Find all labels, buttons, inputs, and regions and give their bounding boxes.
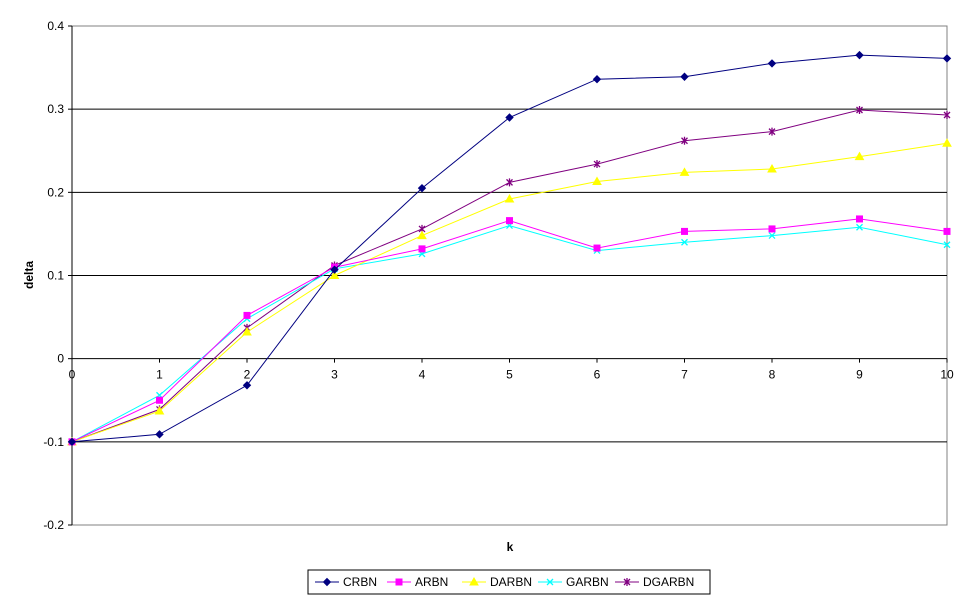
- data-point-crbn: [855, 50, 864, 60]
- data-point-crbn: [242, 381, 252, 390]
- data-point-darbn: [242, 327, 252, 336]
- data-point-dgarbn: [943, 110, 951, 119]
- data-point-darbn: [417, 230, 427, 240]
- data-point-darbn: [942, 138, 952, 147]
- legend-label: DGARBN: [643, 575, 694, 589]
- y-tick-label: 0.1: [47, 269, 64, 283]
- legend-item-darbn: DARBN: [462, 575, 532, 589]
- data-point-crbn: [330, 265, 339, 274]
- data-point-dgarbn: [856, 105, 863, 114]
- data-point-arbn: [768, 225, 776, 233]
- data-point-arbn: [506, 217, 513, 225]
- data-point-crbn: [67, 437, 77, 447]
- legend-marker: [546, 578, 554, 586]
- x-axis-ticks: 0 1 2 3 4 5 6 7 8 9 10: [69, 358, 954, 382]
- x-tick-label: 4: [419, 368, 426, 382]
- data-point-darbn: [329, 270, 340, 279]
- data-point-dgarbn: [593, 160, 601, 169]
- data-point-dgarbn: [681, 136, 688, 145]
- legend-marker: [623, 578, 631, 586]
- legend-item-crbn: CRBN: [315, 575, 377, 589]
- data-point-arbn: [593, 244, 601, 252]
- series-crbn: [67, 50, 952, 447]
- data-point-darbn: [154, 406, 165, 415]
- data-point-arbn: [243, 311, 251, 319]
- legend-label: CRBN: [343, 575, 377, 589]
- x-tick-label: 7: [681, 368, 688, 382]
- legend-item-dgarbn: DGARBN: [615, 575, 694, 589]
- data-point-darbn: [767, 164, 777, 173]
- data-point-crbn: [592, 75, 602, 84]
- legend-label: ARBN: [415, 575, 448, 589]
- data-point-dgarbn: [506, 178, 513, 187]
- legend-label: GARBN: [566, 575, 609, 589]
- data-point-crbn: [942, 54, 952, 63]
- y-axis-title: delta: [22, 261, 36, 289]
- data-point-garbn: [943, 241, 951, 249]
- data-point-garbn: [681, 238, 688, 246]
- y-tick-label: 0.4: [47, 19, 64, 33]
- data-point-dgarbn: [768, 127, 776, 136]
- gridlines: [72, 108, 947, 443]
- legend: CRBN ARBN DARBN GARBN DGARBN: [307, 569, 711, 595]
- x-tick-label: 6: [594, 368, 601, 382]
- data-point-arbn: [156, 396, 163, 404]
- data-point-arbn: [681, 227, 688, 235]
- series-group: [67, 50, 952, 447]
- y-tick-label: 0: [57, 352, 64, 366]
- x-tick-label: 2: [244, 368, 251, 382]
- data-point-garbn: [768, 232, 776, 240]
- legend-marker: [469, 576, 479, 586]
- data-point-crbn: [155, 430, 164, 439]
- data-point-arbn: [856, 215, 863, 223]
- data-point-darbn: [504, 193, 515, 203]
- data-point-garbn: [856, 223, 863, 231]
- data-point-crbn: [417, 183, 427, 193]
- x-tick-label: 3: [331, 368, 338, 382]
- data-point-arbn: [943, 227, 951, 235]
- x-tick-label: 1: [156, 368, 163, 382]
- data-point-crbn: [505, 113, 514, 122]
- y-tick-label: 0.2: [47, 185, 64, 199]
- x-axis-title: k: [507, 540, 514, 554]
- data-point-crbn: [680, 72, 689, 81]
- legend-item-garbn: GARBN: [538, 575, 609, 589]
- x-tick-label: 0: [69, 368, 76, 382]
- legend-marker: [322, 577, 332, 587]
- legend-item-arbn: ARBN: [387, 575, 448, 589]
- data-point-darbn: [679, 167, 690, 176]
- data-point-crbn: [767, 59, 777, 68]
- x-tick-label: 5: [506, 368, 513, 382]
- legend-box: [307, 569, 711, 595]
- y-tick-label: -0.2: [43, 518, 64, 532]
- legend-label: DARBN: [490, 575, 532, 589]
- data-point-arbn: [418, 245, 426, 253]
- y-axis-ticks: -0.2 -0.1 0 0.1 0.2 0.3 0.4: [43, 19, 72, 532]
- x-tick-label: 8: [769, 368, 776, 382]
- legend-marker: [395, 578, 403, 586]
- x-tick-label: 9: [856, 368, 863, 382]
- y-tick-label: 0.3: [47, 102, 64, 116]
- data-point-darbn: [854, 151, 865, 161]
- data-point-darbn: [592, 176, 602, 186]
- x-tick-label: 10: [940, 368, 954, 382]
- y-tick-label: -0.1: [43, 435, 64, 449]
